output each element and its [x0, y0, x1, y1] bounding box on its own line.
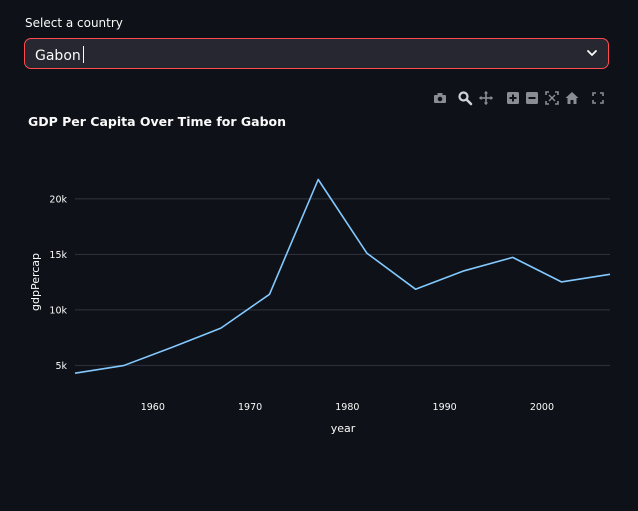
chart-title: GDP Per Capita Over Time for Gabon [28, 114, 286, 129]
y-tick-label: 5k [55, 361, 67, 372]
camera-icon[interactable] [432, 90, 448, 106]
pan-icon[interactable] [478, 90, 494, 106]
country-select[interactable]: Gabon [24, 38, 609, 69]
country-select-label: Select a country [25, 16, 123, 30]
x-tick-label: 1980 [335, 402, 359, 413]
x-axis-label: year [331, 422, 356, 435]
chart-modebar [430, 90, 610, 108]
x-tick-label: 2000 [530, 402, 554, 413]
x-tick-label: 1970 [238, 402, 262, 413]
fullscreen-icon[interactable] [590, 90, 606, 106]
zoom-in-icon[interactable] [505, 90, 521, 106]
chevron-down-icon[interactable] [584, 45, 600, 61]
y-tick-label: 15k [49, 250, 67, 261]
gdp-series-line[interactable] [74, 178, 611, 374]
reset-axes-icon[interactable] [564, 90, 580, 106]
y-tick-label: 10k [49, 305, 67, 316]
text-caret [82, 46, 84, 63]
y-tick-label: 20k [49, 194, 67, 205]
zoom-icon[interactable] [457, 90, 473, 106]
x-tick-label: 1990 [433, 402, 457, 413]
y-axis-label: gdpPercap [29, 253, 42, 311]
x-tick-label: 1960 [141, 402, 165, 413]
zoom-out-icon[interactable] [524, 90, 540, 106]
country-select-value[interactable]: Gabon [35, 46, 84, 64]
autoscale-icon[interactable] [544, 90, 560, 106]
